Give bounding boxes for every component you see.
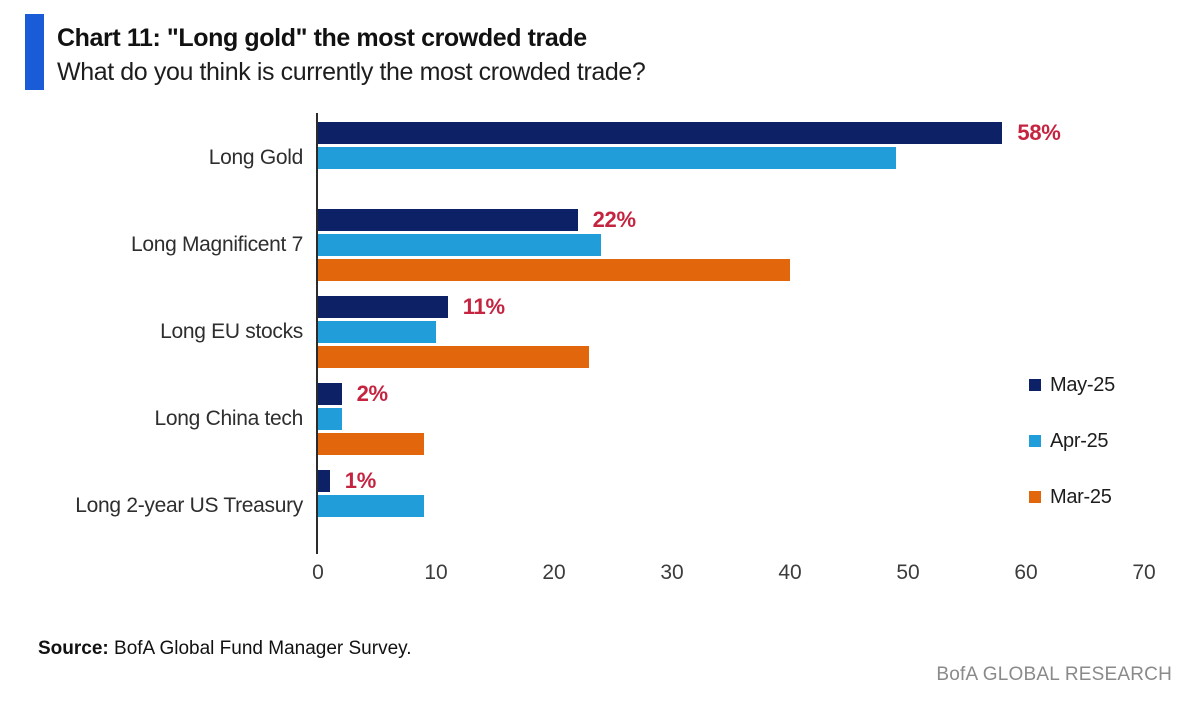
bar-mar-25-4 xyxy=(318,433,425,455)
legend-item-apr-25: Apr-25 xyxy=(1029,429,1109,452)
x-tick-20: 20 xyxy=(542,561,566,584)
title-accent-bar xyxy=(25,14,44,90)
legend-item-may-25: May-25 xyxy=(1029,374,1115,396)
category-label-3: Long EU stocks xyxy=(160,320,303,343)
bar-apr-25-1 xyxy=(318,147,897,169)
value-label-5: 1% xyxy=(344,468,377,493)
x-tick-50: 50 xyxy=(896,561,920,584)
x-axis-tick-labels: 0 10 20 30 40 50 60 70 xyxy=(312,561,1156,584)
category-label-5: Long 2-year US Treasury xyxy=(75,494,303,517)
legend-swatch-mar-25 xyxy=(1029,491,1041,503)
bar-apr-25-3 xyxy=(318,321,436,343)
category-label-2: Long Magnificent 7 xyxy=(130,233,303,256)
x-tick-0: 0 xyxy=(312,561,324,584)
x-tick-70: 70 xyxy=(1132,561,1156,584)
value-label-2: 22% xyxy=(592,207,636,232)
value-label-4: 2% xyxy=(356,381,389,406)
category-label-1: Long Gold xyxy=(208,146,304,169)
source-line: Source: BofA Global Fund Manager Survey. xyxy=(38,638,412,660)
legend-item-mar-25: Mar-25 xyxy=(1029,486,1112,508)
source-label: Source: xyxy=(38,638,109,659)
bar-may-25-3 xyxy=(318,296,448,318)
value-label-3: 11% xyxy=(462,294,505,319)
brand-footer: BofA GLOBAL RESEARCH xyxy=(936,664,1172,685)
plot-area: 58% 22% 11% 2% 1% xyxy=(316,113,1144,554)
y-axis-line xyxy=(316,113,318,554)
source-text: BofA Global Fund Manager Survey. xyxy=(108,638,412,659)
x-tick-30: 30 xyxy=(660,561,684,584)
bar-mar-25-3 xyxy=(318,346,590,368)
bar-may-25-1 xyxy=(318,122,1003,144)
bar-apr-25-5 xyxy=(318,495,425,517)
x-tick-40: 40 xyxy=(778,561,802,584)
bar-mar-25-2 xyxy=(318,259,790,281)
chart-title: Chart 11: "Long gold" the most crowded t… xyxy=(57,24,587,52)
legend-swatch-may-25 xyxy=(1029,379,1041,391)
chart-subtitle: What do you think is currently the most … xyxy=(57,58,646,86)
category-axis-labels: Long Gold Long Magnificent 7 Long EU stock… xyxy=(0,0,303,600)
legend-swatch-apr-25 xyxy=(1029,435,1041,447)
bar-apr-25-2 xyxy=(318,234,602,256)
bar-may-25-4 xyxy=(318,383,342,405)
bar-may-25-2 xyxy=(318,209,578,231)
x-tick-10: 10 xyxy=(424,561,448,584)
legend-label-apr-25: Apr-25 xyxy=(1050,429,1109,452)
category-label-4: Long China tech xyxy=(154,407,304,430)
legend-label-may-25: May-25 xyxy=(1050,373,1115,396)
bar-apr-25-4 xyxy=(318,408,342,430)
value-label-1: 58% xyxy=(1017,120,1061,145)
bar-may-25-5 xyxy=(318,470,330,492)
legend-label-mar-25: Mar-25 xyxy=(1050,485,1112,508)
x-tick-60: 60 xyxy=(1014,561,1038,584)
